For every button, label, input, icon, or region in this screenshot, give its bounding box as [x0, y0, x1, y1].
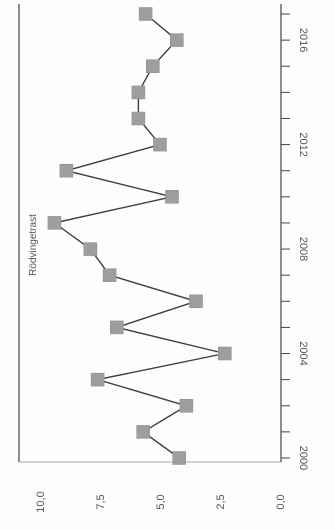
- data-point-2013: [131, 111, 146, 126]
- data-point-2004: [218, 346, 232, 361]
- data-point-2011: [59, 163, 74, 178]
- data-point-2009: [47, 216, 62, 230]
- chart-labels: 2000 2004 2008 2012 2016 0,0 2,5 5,0 7,5 10,0 Rödv…: [28, 28, 309, 513]
- chart-axes: [18, 4, 290, 463]
- series-line: [52, 13, 225, 459]
- data-point-2017: [138, 7, 153, 21]
- x-tick-label: 2000: [297, 446, 309, 470]
- y-tick-label: 10,0: [35, 491, 47, 512]
- chart-series: [47, 7, 232, 465]
- x-tick-label: 2004: [297, 341, 309, 365]
- data-point-2012: [153, 137, 167, 152]
- y-tick-label: 0,0: [275, 494, 287, 509]
- data-point-2010: [165, 190, 179, 204]
- data-point-2000: [172, 451, 186, 465]
- data-point-2006: [189, 294, 203, 309]
- data-point-2008: [83, 242, 98, 256]
- y-tick-label: 5,0: [155, 494, 167, 509]
- data-point-2003: [90, 372, 105, 387]
- x-tick-label: 2008: [297, 237, 309, 261]
- x-tick-label: 2012: [297, 132, 309, 156]
- data-point-2001: [136, 425, 150, 439]
- data-point-2005: [110, 320, 124, 335]
- y-tick-label: 2,5: [215, 494, 227, 509]
- chart-title: Rödvingetrast: [28, 214, 39, 276]
- data-point-2007: [102, 268, 117, 282]
- data-point-2016: [170, 33, 184, 47]
- data-point-2015: [146, 59, 160, 73]
- y-tick-label: 7,5: [95, 494, 107, 509]
- data-point-2014: [131, 85, 146, 100]
- x-tick-label: 2016: [297, 28, 309, 52]
- data-point-2002: [179, 399, 194, 413]
